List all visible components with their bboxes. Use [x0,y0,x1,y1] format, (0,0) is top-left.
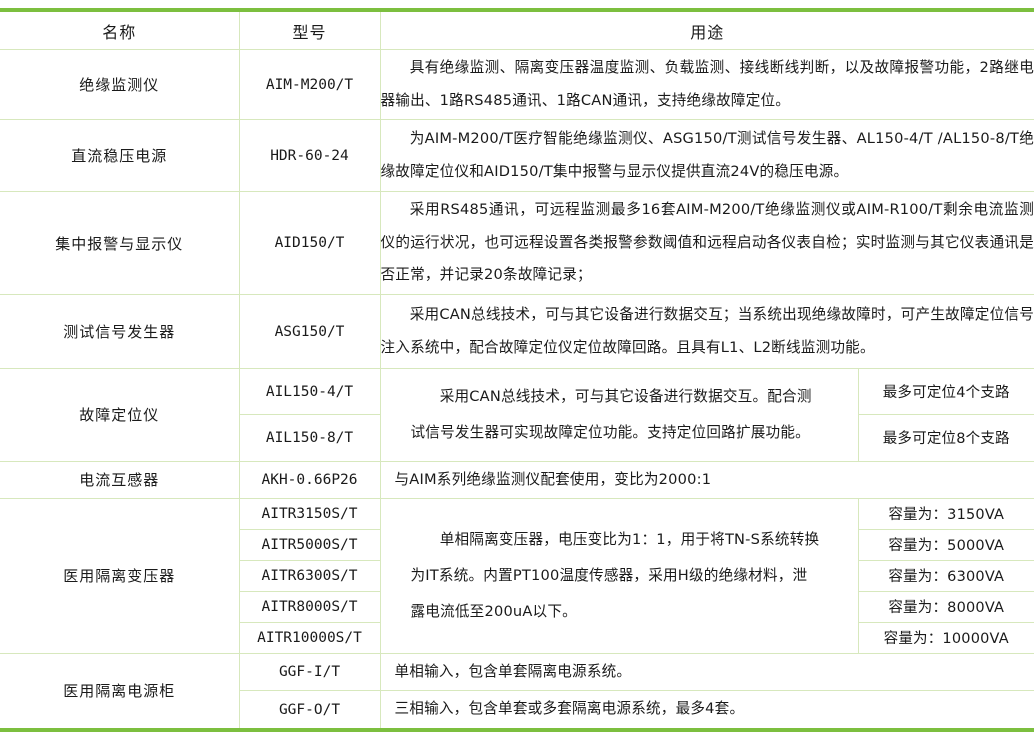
product-use: 采用RS485通讯，可远程监测最多16套AIM-M200/T绝缘监测仪或AIM-… [379,191,1034,295]
product-use: 具有绝缘监测、隔离变压器温度监测、负载监测、接线断线判断，以及故障报警功能，2路… [379,49,1034,120]
product-model: AID150/T [238,191,381,295]
product-spec-table: 名称 型号 用途 绝缘监测仪 AIM-M200/T 具有绝缘监测、隔离变压器温度… [0,8,1034,732]
product-name: 电流互感器 [0,460,240,499]
product-model: AITR3150S/T [238,497,381,530]
product-name: 医用隔离变压器 [0,497,240,654]
product-extra: 最多可定位4个支路 [857,367,1034,416]
product-model: AIL150-4/T [238,367,381,416]
product-use: 采用CAN总线技术，可与其它设备进行数据交互；当系统出现绝缘故障时，可产生故障定… [379,294,1034,369]
product-model: GGF-O/T [239,690,381,731]
table-row: AITR10000S/T 容量为：10000VA [0,621,1034,654]
table-row: 绝缘监测仪 AIM-M200/T 具有绝缘监测、隔离变压器温度监测、负载监测、接… [0,49,1034,120]
product-extra: 容量为：3150VA [857,497,1034,530]
product-model: AITR5000S/T [239,528,381,561]
product-model: AITR10000S/T [239,621,381,654]
product-model: GGF-I/T [238,652,381,692]
product-use: 三相输入，包含单套或多套隔离电源系统，最多4套。 [379,690,1034,731]
product-use: 单相隔离变压器，电压变比为1：1，用于将TN-S系统转换为IT系统。内置PT10… [379,497,859,654]
column-header-model: 型号 [238,9,381,50]
table-row: AITR8000S/T 容量为：8000VA [0,590,1034,623]
table-header-row: 名称 型号 用途 [0,9,1034,50]
product-extra: 最多可定位8个支路 [857,414,1034,462]
product-model: AKH-0.66P26 [238,460,381,499]
column-header-name: 名称 [0,9,240,50]
table-row: 医用隔离变压器 AITR3150S/T 单相隔离变压器，电压变比为1：1，用于将… [0,497,1034,654]
product-name: 故障定位仪 [0,368,240,462]
table-row: 故障定位仪 AIL150-4/T 采用CAN总线技术，可与其它设备进行数据交互。… [0,367,1034,462]
column-header-use: 用途 [379,9,1034,50]
product-extra: 容量为：6300VA [857,559,1034,592]
spec-table-sheet: 名称 型号 用途 绝缘监测仪 AIM-M200/T 具有绝缘监测、隔离变压器温度… [0,8,1034,732]
table-row: AIL150-8/T 最多可定位8个支路 [0,414,1034,462]
product-name: 直流稳压电源 [0,119,240,192]
product-extra: 容量为：8000VA [857,590,1034,623]
product-name: 测试信号发生器 [0,294,240,369]
product-name: 医用隔离电源柜 [0,652,240,731]
table-row: 医用隔离电源柜 GGF-I/T 单相输入，包含单套隔离电源系统。 [0,652,1034,731]
product-use: 单相输入，包含单套隔离电源系统。 [379,652,1034,692]
product-model: AIL150-8/T [239,414,381,462]
product-use: 为AIM-M200/T医疗智能绝缘监测仪、ASG150/T测试信号发生器、AL1… [379,119,1034,192]
table-row: 测试信号发生器 ASG150/T 采用CAN总线技术，可与其它设备进行数据交互；… [0,294,1034,369]
product-extra: 容量为：10000VA [857,621,1034,654]
product-name: 集中报警与显示仪 [0,191,240,295]
table-row: 直流稳压电源 HDR-60-24 为AIM-M200/T医疗智能绝缘监测仪、AS… [0,119,1034,192]
product-model: AIM-M200/T [238,49,381,120]
product-model: HDR-60-24 [238,119,381,192]
product-model: AITR8000S/T [239,590,381,623]
product-model: AITR6300S/T [239,559,381,592]
product-model: ASG150/T [238,294,381,369]
table-row: 电流互感器 AKH-0.66P26 与AIM系列绝缘监测仪配套使用，变比为200… [0,460,1034,499]
product-use: 采用CAN总线技术，可与其它设备进行数据交互。配合测试信号发生器可实现故障定位功… [379,368,859,462]
table-row: 集中报警与显示仪 AID150/T 采用RS485通讯，可远程监测最多16套AI… [0,191,1034,295]
product-use: 与AIM系列绝缘监测仪配套使用，变比为2000:1 [379,460,1034,499]
product-extra: 容量为：5000VA [857,528,1034,561]
product-name: 绝缘监测仪 [0,49,240,120]
